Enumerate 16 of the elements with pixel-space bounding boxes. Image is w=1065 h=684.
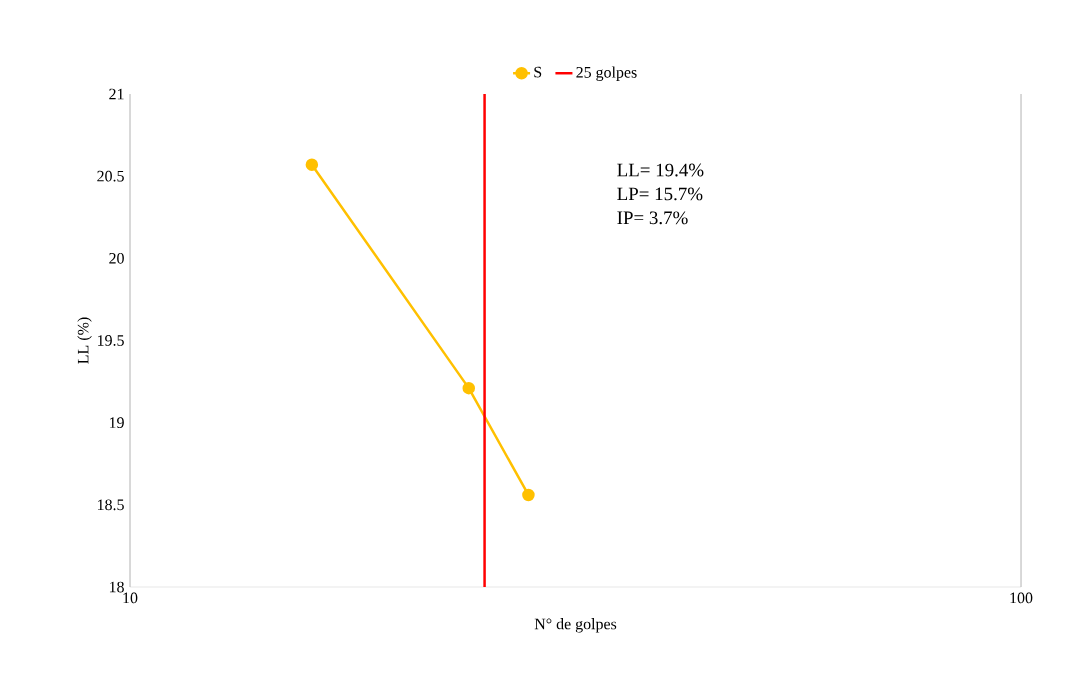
x-tick-label: 100 [1010, 592, 1033, 604]
annotation: LL= 19.4% [617, 163, 704, 177]
legend-label: S [534, 66, 542, 78]
y-tick-label: 21 [109, 88, 124, 100]
y-tick-label: 18.5 [98, 499, 124, 511]
annotation: IP= 3.7% [617, 211, 688, 225]
y-tick-label: 19 [109, 417, 124, 429]
y-tick-label: 19.5 [98, 335, 124, 346]
legend-label: 25 golpes [576, 66, 637, 81]
y-tick-label: 20 [109, 252, 124, 264]
y-axis-title: LL (%) [77, 317, 92, 364]
annotation: LP= 15.7% [617, 187, 703, 201]
y-tick-label: 20.5 [97, 170, 124, 182]
x-tick-label: 10 [123, 592, 138, 604]
x-axis-title: N° de golpes [534, 618, 617, 633]
y-tick-label: 18 [109, 581, 124, 593]
